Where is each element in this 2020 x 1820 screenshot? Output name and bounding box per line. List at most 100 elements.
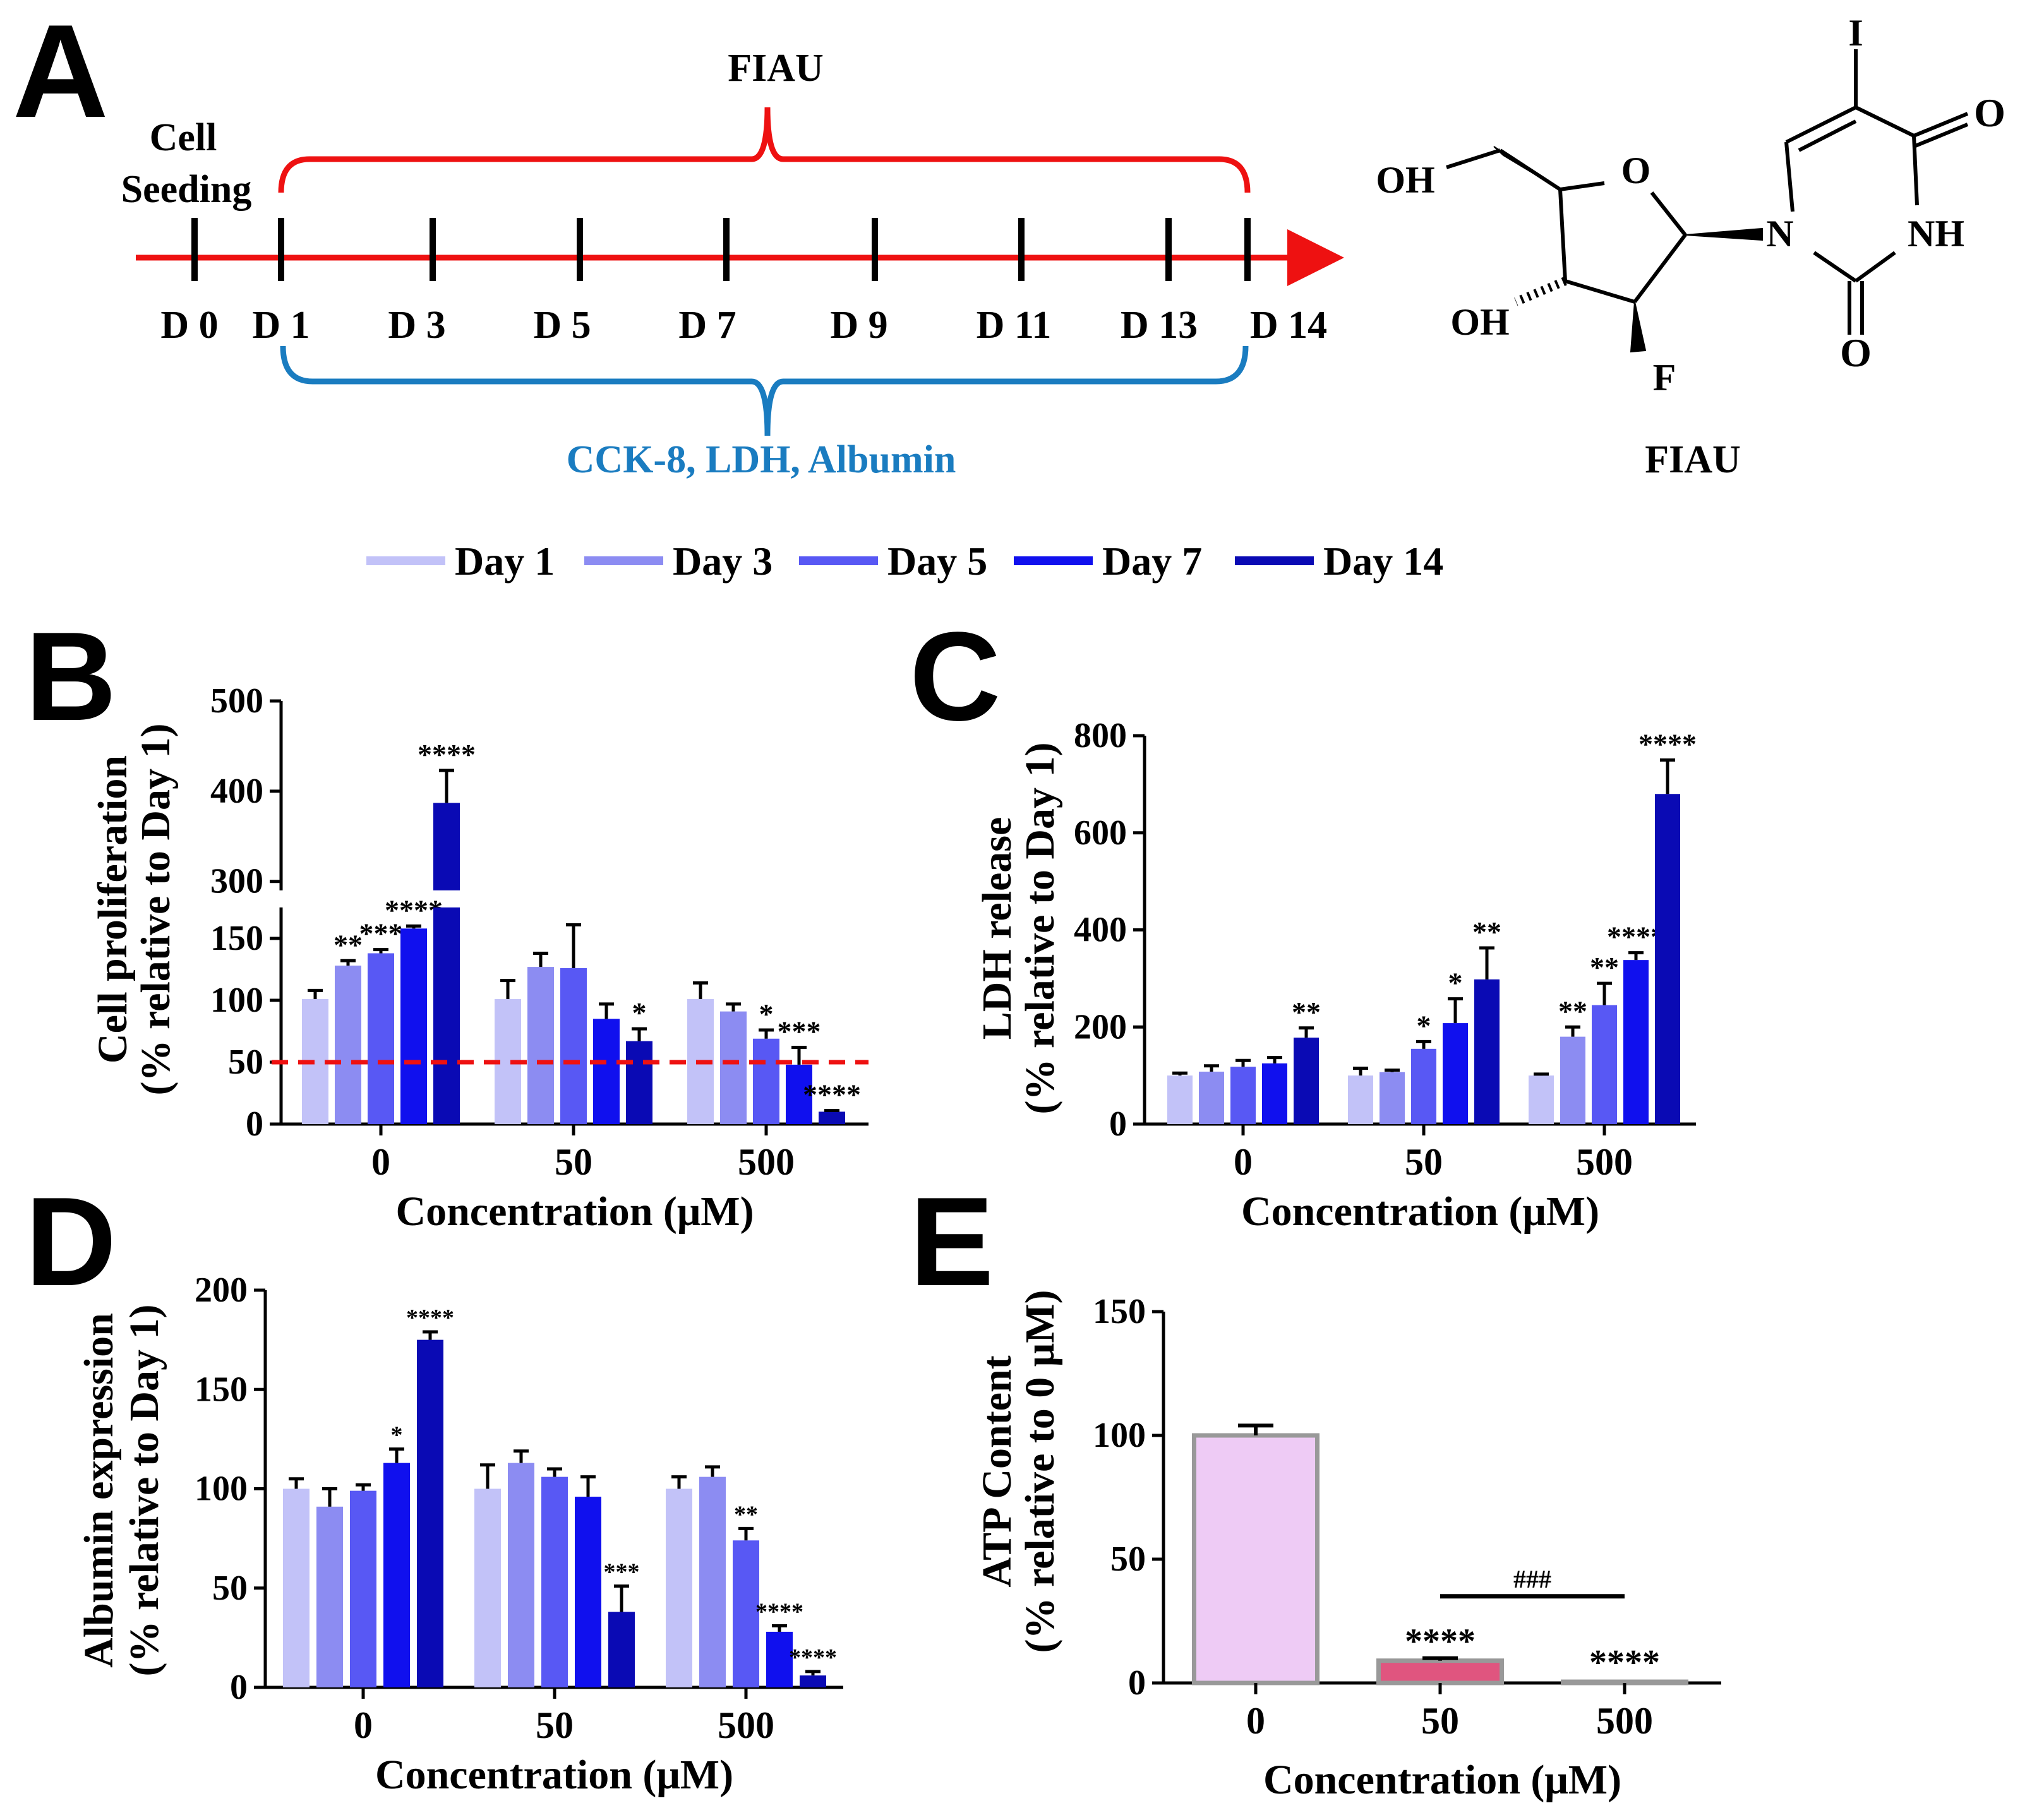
timeline-day-label: D 11 bbox=[977, 304, 1052, 347]
panel-label-e: E bbox=[910, 1171, 994, 1312]
bar bbox=[593, 1019, 620, 1124]
significance-label: * bbox=[759, 998, 774, 1030]
bond bbox=[1784, 141, 1795, 212]
y-axis-label: LDH release bbox=[974, 817, 1020, 1040]
fiau-bracket bbox=[278, 107, 1251, 193]
timeline-day-label: D 13 bbox=[1121, 304, 1198, 347]
bar bbox=[1230, 1067, 1256, 1124]
bar bbox=[1294, 1038, 1319, 1124]
significance-label: **** bbox=[1405, 1622, 1476, 1661]
bar bbox=[433, 803, 460, 890]
bar bbox=[608, 1612, 635, 1687]
legend-label: Day 14 bbox=[1323, 539, 1443, 584]
y-tick-label: 400 bbox=[210, 772, 263, 811]
assay-bracket bbox=[280, 345, 1249, 436]
x-axis-label: Concentration (μM) bbox=[395, 1188, 754, 1235]
timeline-ticks: D 0 D 1 D 3 D 5 D 7 D 9 D 11 D 13 D 14 bbox=[160, 218, 1327, 347]
bar bbox=[1348, 1075, 1373, 1124]
panel-label-b: B bbox=[25, 606, 116, 747]
bar bbox=[350, 1490, 376, 1687]
y-axis-label: Cell proliferation bbox=[90, 755, 136, 1063]
bond bbox=[1912, 135, 1919, 206]
y-tick-label: 0 bbox=[1128, 1663, 1146, 1703]
panel-label-d: D bbox=[25, 1171, 116, 1312]
significance-label: *** bbox=[604, 1559, 640, 1586]
bar bbox=[1192, 1433, 1320, 1685]
y-axis-label: ATP Content bbox=[974, 1355, 1020, 1587]
bar bbox=[766, 1631, 793, 1687]
legend-label: Day 3 bbox=[673, 539, 773, 584]
bar bbox=[786, 1064, 812, 1124]
bar bbox=[368, 953, 394, 1124]
bond bbox=[1633, 234, 1687, 303]
timeline-day-label: D 9 bbox=[830, 304, 887, 347]
bond bbox=[1785, 105, 1857, 144]
atom-iodine: I bbox=[1848, 12, 1863, 54]
bar bbox=[1592, 1005, 1617, 1124]
bar bbox=[575, 1497, 601, 1687]
bar bbox=[400, 928, 427, 1124]
significance-label: *** bbox=[778, 1015, 821, 1047]
atom-hydroxyl-top: OH bbox=[1376, 159, 1434, 201]
y-axis-label: (% relative to Day 1) bbox=[121, 1305, 167, 1677]
atom-nitrogen: N bbox=[1766, 213, 1793, 254]
bond bbox=[1446, 148, 1501, 169]
x-tick-label: 50 bbox=[1421, 1700, 1459, 1742]
y-axis-label: (% relative to 0 μM) bbox=[1017, 1290, 1063, 1653]
bar bbox=[508, 1463, 534, 1687]
legend-label: Day 5 bbox=[887, 539, 987, 584]
y-tick-label: 0 bbox=[246, 1105, 263, 1144]
wedge-bond-n bbox=[1685, 227, 1763, 241]
y-tick-label: 100 bbox=[195, 1470, 248, 1509]
bond bbox=[1798, 119, 1857, 152]
bar bbox=[527, 967, 554, 1124]
bar bbox=[1560, 1036, 1585, 1124]
atom-oxygen-top: O bbox=[1974, 90, 2005, 135]
timeline-day-label: D 1 bbox=[252, 304, 310, 347]
y-tick-label: 50 bbox=[1110, 1540, 1146, 1579]
significance-label: * bbox=[632, 997, 647, 1029]
y-tick-label: 150 bbox=[195, 1370, 248, 1409]
wedge-bond-f bbox=[1630, 301, 1647, 353]
chart-albumin-expression: 050100150200*****0***50**********500Conc… bbox=[76, 1271, 843, 1798]
y-tick-label: 300 bbox=[210, 862, 263, 901]
panel-a: A D 0 D 1 D 3 D 5 D 7 D 9 D 11 D 13 D 14 Cell Se… bbox=[13, 0, 2005, 481]
x-axis-label: Concentration (μM) bbox=[1241, 1188, 1599, 1235]
significance-label: *** bbox=[359, 918, 403, 950]
bar bbox=[1623, 960, 1649, 1124]
cell-seeding-line2: Seeding bbox=[121, 168, 252, 211]
bar bbox=[720, 1011, 747, 1124]
y-tick-label: 600 bbox=[1074, 813, 1127, 853]
y-axis-label: (% relative to Day 1) bbox=[133, 724, 179, 1096]
bar bbox=[1262, 1063, 1287, 1124]
assay-label: CCK-8, LDH, Albumin bbox=[567, 438, 956, 481]
bar bbox=[753, 1038, 779, 1124]
bar bbox=[1655, 794, 1680, 1124]
y-tick-label: 800 bbox=[1074, 716, 1127, 755]
chart-cell-proliferation: 050100150300400500*************0*50*****… bbox=[90, 681, 869, 1235]
x-tick-label: 50 bbox=[536, 1704, 574, 1746]
significance-label: ** bbox=[334, 928, 363, 961]
chart-atp-content: 0 50 100 150 0 **** 50 **** 500 ### Concentration … bbox=[974, 1290, 1721, 1803]
significance-label: **** bbox=[385, 894, 443, 926]
bar bbox=[1474, 979, 1500, 1124]
wedge-bond bbox=[1493, 146, 1561, 190]
y-tick-label: 50 bbox=[228, 1043, 263, 1082]
y-tick-label: 150 bbox=[210, 919, 263, 958]
bond bbox=[1813, 251, 1857, 283]
bar bbox=[474, 1488, 501, 1687]
significance-label: **** bbox=[406, 1305, 454, 1331]
y-tick-label: 100 bbox=[1093, 1416, 1146, 1455]
molecule-atoms: I O NH O N O OH OH F FIAU bbox=[1376, 12, 2005, 481]
significance-label: **** bbox=[418, 738, 476, 770]
y-tick-label: 200 bbox=[195, 1271, 248, 1310]
x-tick-label: 50 bbox=[1405, 1141, 1443, 1183]
legend: Day 1 Day 3 Day 5 Day 7 Day 14 bbox=[366, 539, 1443, 584]
x-tick-label: 0 bbox=[1234, 1141, 1253, 1183]
bond bbox=[1558, 189, 1567, 282]
significance-label: **** bbox=[755, 1599, 803, 1625]
bar bbox=[1199, 1071, 1224, 1124]
bar bbox=[560, 968, 587, 1124]
y-tick-label: 50 bbox=[212, 1569, 248, 1608]
significance-label: **** bbox=[1589, 1643, 1660, 1682]
